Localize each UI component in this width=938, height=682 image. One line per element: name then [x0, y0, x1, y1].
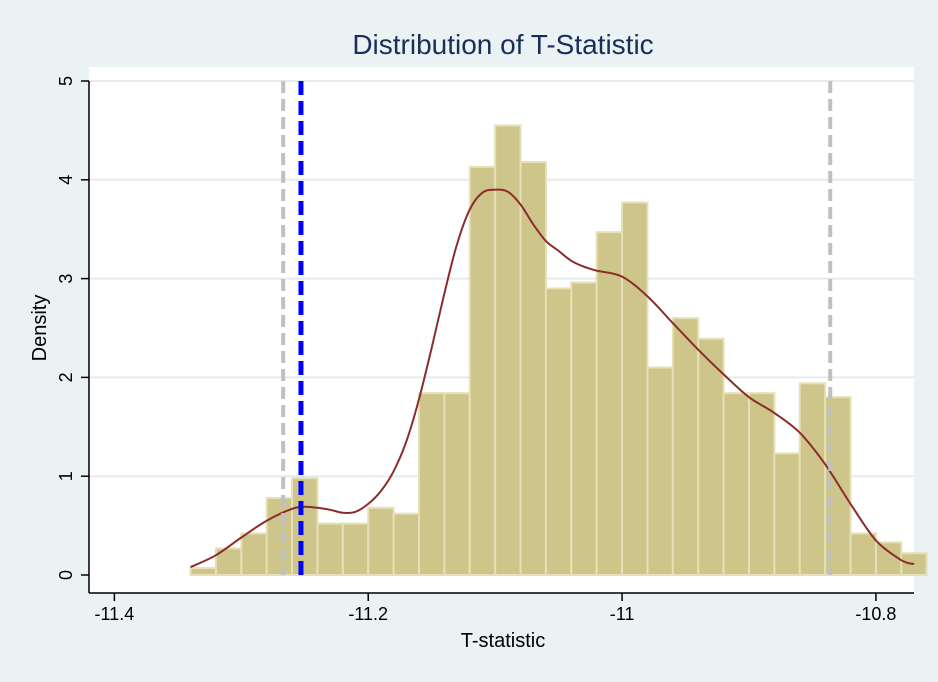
x-tick-label: -10.8	[855, 604, 896, 624]
x-axis-label: T-statistic	[461, 630, 545, 652]
reference-lines	[281, 81, 833, 575]
axes: 0 1 2 3 4 5 -11.4 -11.2 -11 -10.8	[56, 76, 914, 624]
histogram-bar	[621, 201, 649, 577]
histogram-bar	[544, 287, 573, 576]
histogram-bar	[722, 392, 750, 577]
y-tick-label: 0	[56, 570, 76, 580]
y-axis-label: Density	[29, 295, 51, 362]
histogram-bar	[646, 366, 674, 576]
y-tick-label: 5	[56, 76, 76, 86]
histogram-bar	[189, 567, 217, 576]
histogram-bar	[494, 124, 522, 577]
chart-title: Distribution of T-Statistic	[352, 29, 653, 60]
density-curve	[190, 188, 915, 569]
histogram-bar	[570, 281, 598, 576]
x-tick-label: -11	[610, 604, 635, 624]
histogram-bar	[468, 165, 497, 576]
histogram-bars	[189, 124, 928, 577]
histogram-bar	[291, 477, 319, 576]
histogram-bar	[418, 392, 446, 577]
histogram-bar	[443, 392, 471, 577]
histogram-bar	[671, 317, 700, 576]
y-tick-label: 2	[56, 372, 76, 382]
histogram-bar	[773, 452, 801, 577]
x-tick-label: -11.4	[95, 604, 135, 624]
histogram-bar	[697, 337, 725, 577]
histogram-bar	[392, 512, 421, 577]
y-tick-label: 1	[56, 471, 76, 481]
x-tick-label: -11.2	[348, 604, 388, 624]
histogram-bar	[316, 522, 344, 577]
histogram-bar	[849, 532, 877, 577]
y-tick-label: 3	[56, 274, 76, 284]
histogram-bar	[367, 506, 395, 577]
histogram-bar	[748, 392, 776, 577]
histogram-bar	[595, 231, 624, 576]
y-tick-label: 4	[56, 175, 76, 185]
histogram-bar	[240, 532, 268, 577]
histogram-bar	[798, 382, 827, 576]
histogram-bar	[341, 522, 370, 577]
histogram-bar	[874, 541, 903, 576]
density-curve-group	[190, 188, 915, 569]
histogram-bar	[900, 552, 928, 576]
